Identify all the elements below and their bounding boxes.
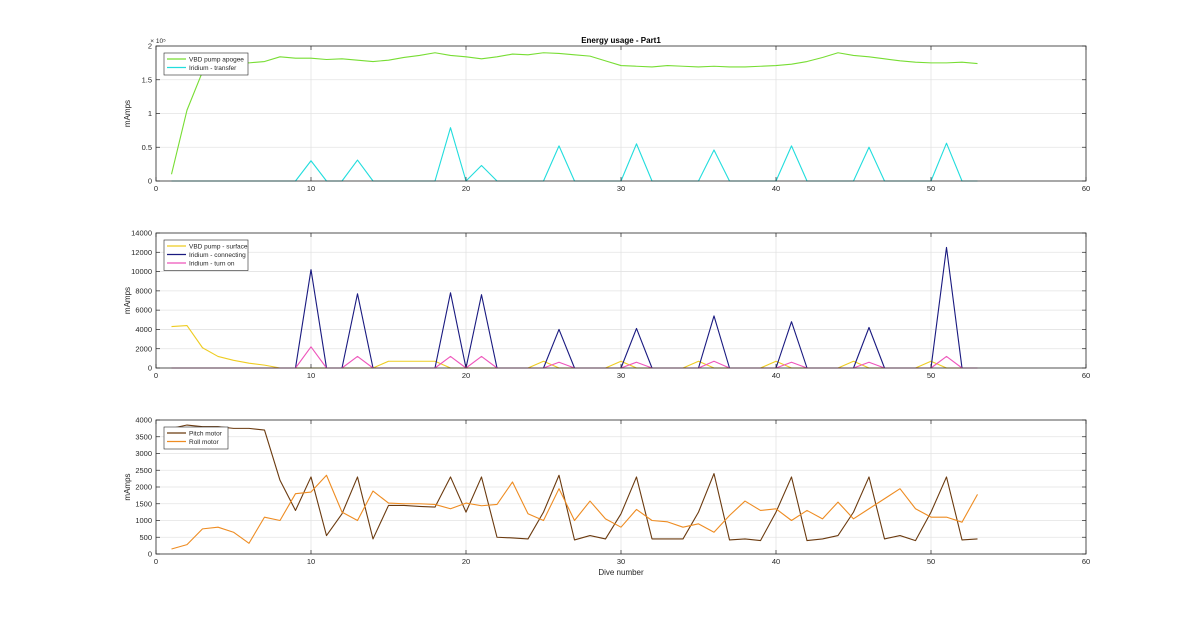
y-tick-label: 2 — [148, 42, 152, 51]
legend-label-2: Iridium - connecting — [189, 252, 246, 259]
x-tick-label: 20 — [462, 557, 470, 566]
x-tick-label: 10 — [307, 557, 315, 566]
x-tick-label: 50 — [927, 371, 935, 380]
legend: Pitch motor Roll motor — [163, 426, 229, 450]
x-tick-label: 40 — [772, 371, 780, 380]
y-tick-label: 0 — [148, 177, 152, 186]
y-tick-label: 12000 — [131, 248, 152, 257]
y-tick-label: 0 — [148, 364, 152, 373]
y-axis-label: mAmps — [123, 473, 132, 500]
x-axis-label: Dive number — [598, 568, 644, 577]
y-axis-label: mAmps — [123, 287, 132, 314]
y-tick-label: 10000 — [131, 267, 152, 276]
y-tick-label: 2000 — [135, 344, 152, 353]
y-tick-label: 3000 — [135, 449, 152, 458]
y-tick-label: 6000 — [135, 306, 152, 315]
x-tick-label: 30 — [617, 184, 625, 193]
chart-title: Energy usage - Part1 — [581, 36, 661, 45]
x-tick-label: 30 — [617, 557, 625, 566]
x-tick-label: 0 — [154, 371, 158, 380]
y-tick-label: 2000 — [135, 483, 152, 492]
y-tick-label: 0 — [148, 550, 152, 559]
legend-label-2: Iridium - transfer — [189, 65, 237, 72]
chart-panel-1: 0 10 20 30 40 50 60 0 0.5 1 1.5 2× 10⁵ mAmps Energy u… — [123, 36, 1090, 193]
chart-panel-3: 0 10 20 30 40 50 60 0 500 1000 1500 2000 2500 3000 350… — [123, 416, 1090, 577]
x-tick-label: 50 — [927, 557, 935, 566]
legend-label-2: Roll motor — [189, 439, 219, 446]
x-tick-label: 40 — [772, 184, 780, 193]
y-tick-label: 4000 — [135, 416, 152, 425]
series-line-1 — [171, 424, 978, 542]
legend-box — [163, 239, 249, 271]
y-tick-label: 1.5 — [142, 75, 152, 84]
y-tick-label: 0.5 — [142, 143, 152, 152]
x-tick-label: 60 — [1082, 557, 1090, 566]
y-tick-label: 4000 — [135, 325, 152, 334]
y-tick-label: 1500 — [135, 499, 152, 508]
y-exponent-label: × 10⁵ — [150, 38, 166, 45]
legend-label-1: Pitch motor — [189, 430, 223, 437]
legend-label-1: VBD pump - surface — [189, 243, 248, 250]
x-tick-label: 0 — [154, 184, 158, 193]
legend: VBD pump apogee Iridium - transfer — [163, 52, 249, 76]
legend: VBD pump - surface Iridium - connectingIr… — [163, 239, 249, 271]
x-tick-label: 60 — [1082, 184, 1090, 193]
y-tick-label: 2500 — [135, 466, 152, 475]
y-tick-label: 500 — [139, 533, 152, 542]
x-tick-label: 50 — [927, 184, 935, 193]
x-tick-label: 60 — [1082, 371, 1090, 380]
x-tick-label: 10 — [307, 184, 315, 193]
y-axis-label: mAmps — [123, 100, 132, 127]
series-line-1 — [170, 52, 978, 175]
legend-label-3: Iridium - turn on — [189, 260, 235, 267]
chart-panel-2: 0 10 20 30 40 50 60 0 2000 4000 6000 8000 10000 12000… — [123, 229, 1090, 380]
x-tick-label: 20 — [462, 184, 470, 193]
y-tick-label: 8000 — [135, 286, 152, 295]
y-tick-label: 1000 — [135, 516, 152, 525]
x-tick-label: 30 — [617, 371, 625, 380]
x-tick-label: 40 — [772, 557, 780, 566]
x-tick-label: 10 — [307, 371, 315, 380]
x-tick-label: 20 — [462, 371, 470, 380]
x-tick-label: 0 — [154, 557, 158, 566]
series-line-2 — [171, 474, 978, 550]
y-tick-label: 1 — [148, 109, 152, 118]
y-tick-label: 14000 — [131, 229, 152, 238]
y-tick-label: 3500 — [135, 432, 152, 441]
legend-label-1: VBD pump apogee — [189, 56, 244, 63]
